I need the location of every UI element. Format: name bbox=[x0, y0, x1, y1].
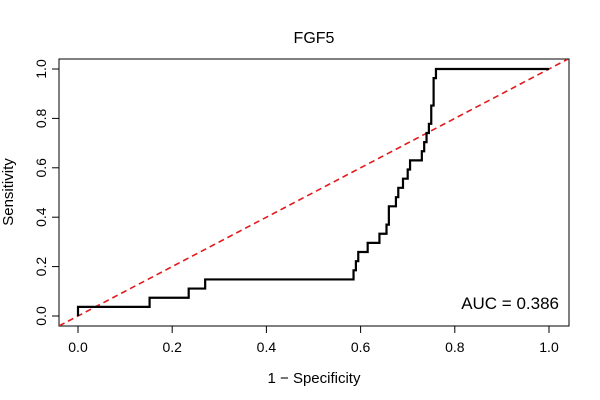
roc-curve-line bbox=[76, 67, 549, 316]
x-tick-label: 0.6 bbox=[351, 339, 371, 355]
auc-annotation: AUC = 0.386 bbox=[461, 294, 559, 313]
y-axis: 0.0 0.2 0.4 0.6 0.8 1.0 bbox=[33, 59, 60, 326]
y-tick-label: 0.2 bbox=[33, 257, 49, 277]
chart-title: FGF5 bbox=[294, 30, 335, 47]
x-axis-label: 1 − Specificity bbox=[268, 370, 361, 387]
series-layer bbox=[59, 59, 569, 326]
x-tick-label: 0.4 bbox=[257, 339, 277, 355]
y-tick-label: 0.8 bbox=[33, 108, 49, 128]
x-tick-label: 0.2 bbox=[162, 339, 182, 355]
y-tick-label: 0.4 bbox=[33, 207, 49, 227]
y-tick-label: 0.6 bbox=[33, 158, 49, 178]
plot-frame bbox=[58, 58, 570, 327]
y-axis-label: Sensitivity bbox=[0, 158, 17, 226]
reference-diagonal-line bbox=[59, 59, 569, 326]
x-axis: 0.0 0.2 0.4 0.6 0.8 1.0 bbox=[68, 325, 559, 355]
y-tick-label: 0.0 bbox=[33, 306, 49, 326]
x-tick-label: 0.8 bbox=[445, 339, 465, 355]
x-tick-label: 1.0 bbox=[539, 339, 559, 355]
x-tick-label: 0.0 bbox=[68, 339, 88, 355]
y-tick-label: 1.0 bbox=[33, 59, 49, 79]
